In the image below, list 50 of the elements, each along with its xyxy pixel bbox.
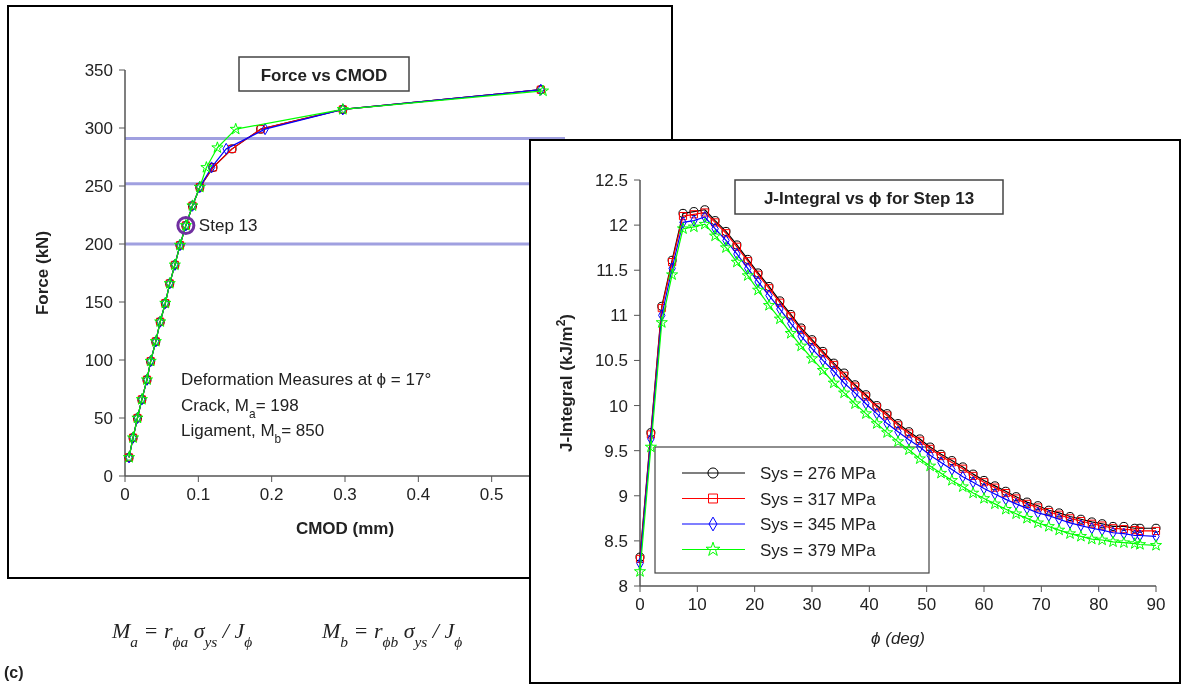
- y-tick-label: 0: [103, 467, 113, 486]
- legend-label: Sys = 317 MPa: [760, 489, 877, 509]
- text: M$_{a}$ = r$_{ϕa}$ σ$_{ys}$ / J$_{ϕ}$: [111, 618, 253, 650]
- y-tick-label: 8.5: [604, 531, 628, 551]
- y-tick-label: 150: [84, 293, 113, 312]
- chart-title: Force vs CMOD: [260, 66, 388, 85]
- legend-label: Sys = 276 MPa: [760, 464, 877, 483]
- annotation: Deformation Measures at ϕ = 17°: [181, 370, 432, 389]
- y-tick-label: 9: [618, 486, 628, 506]
- y-tick-label: 50: [94, 409, 113, 428]
- x-tick-label: 50: [917, 595, 937, 614]
- annotation: Ligament, M$_{b}$= 850: [181, 421, 325, 446]
- x-tick-label: 10: [687, 595, 707, 614]
- text: M$_{b}$ = r$_{ϕb}$ σ$_{ys}$ / J$_{ϕ}$: [321, 618, 463, 650]
- y-tick-label: 250: [84, 177, 113, 196]
- annotation: Crack, M$_{a}$= 198: [181, 395, 299, 421]
- y-tick-label: 11: [610, 306, 628, 326]
- x-tick-label: 0.1: [186, 485, 211, 504]
- x-tick-label: 0.3: [333, 485, 357, 504]
- x-tick-label: 0.2: [259, 485, 284, 504]
- y-tick-label: 12: [609, 216, 628, 236]
- x-tick-label: 80: [1089, 595, 1109, 614]
- legend-label: Sys = 345 MPa: [760, 515, 877, 534]
- y-tick-label: 8: [618, 577, 628, 596]
- y-tick-label: 10.5: [594, 351, 628, 371]
- y-tick-label: 300: [84, 119, 113, 138]
- y-tick-label: 350: [84, 61, 113, 80]
- annotation: Step 13: [198, 216, 258, 236]
- y-tick-label: 11.5: [596, 261, 628, 281]
- text: (c): [4, 664, 24, 681]
- x-axis-title: ϕ (deg): [871, 629, 925, 648]
- x-tick-label: 0.5: [479, 485, 504, 504]
- x-tick-label: 70: [1031, 595, 1051, 614]
- x-axis-title: CMOD (mm): [295, 519, 395, 538]
- y-tick-label: 200: [84, 235, 113, 254]
- legend-label: Sys = 379 MPa: [760, 540, 877, 560]
- y-axis-title: Force (kN): [33, 230, 52, 316]
- y-tick-label: 9.5: [604, 441, 628, 461]
- x-tick-label: 0.4: [406, 485, 431, 504]
- text: J-Integral vs ϕ for Step 13: [763, 189, 975, 208]
- x-tick-label: 0: [120, 485, 130, 504]
- y-tick-label: 12.5: [594, 171, 628, 190]
- x-tick-label: 30: [802, 595, 822, 614]
- x-tick-label: 40: [859, 595, 879, 614]
- y-tick-label: 100: [84, 351, 113, 370]
- x-tick-label: 90: [1146, 595, 1166, 614]
- x-tick-label: 20: [745, 595, 765, 614]
- x-tick-label: 0: [635, 595, 645, 614]
- y-tick-label: 10: [609, 396, 628, 416]
- x-tick-label: 60: [974, 595, 994, 614]
